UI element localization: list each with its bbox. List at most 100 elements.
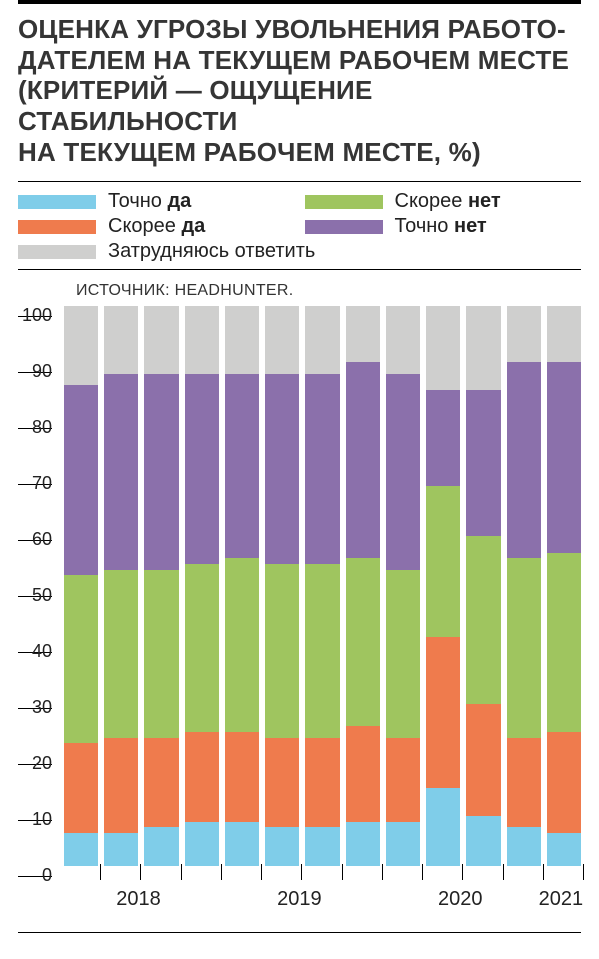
- legend-swatch: [305, 220, 383, 234]
- bar-segment-dont-know: [547, 306, 581, 362]
- bar-segment-dont-know: [185, 306, 219, 373]
- bar-segment-definitely-no: [185, 374, 219, 564]
- bar-segment-definitely-yes: [225, 822, 259, 867]
- bar-segment-definitely-no: [426, 390, 460, 485]
- bar-segment-rather-yes: [144, 738, 178, 828]
- bar-segment-definitely-no: [144, 374, 178, 570]
- bar-column: [305, 306, 339, 866]
- bar-segment-definitely-no: [265, 374, 299, 564]
- bar-segment-rather-yes: [507, 738, 541, 828]
- bar-segment-definitely-yes: [466, 816, 500, 866]
- y-tick: 20: [18, 743, 52, 765]
- bar-segment-rather-no: [305, 564, 339, 738]
- x-group-label: 2021: [539, 888, 584, 911]
- bar-segment-definitely-no: [386, 374, 420, 570]
- bar-segment-rather-no: [144, 570, 178, 738]
- bar-segment-definitely-no: [466, 390, 500, 536]
- bar-column: [225, 306, 259, 866]
- bar-segment-rather-no: [64, 575, 98, 743]
- stacked-bar: [466, 306, 500, 866]
- bar-column: [507, 306, 541, 866]
- bar-segment-dont-know: [386, 306, 420, 373]
- x-group-label: 2019: [277, 888, 322, 911]
- bar-segment-rather-yes: [386, 738, 420, 822]
- stacked-bar: [346, 306, 380, 866]
- stacked-bar: [507, 306, 541, 866]
- x-tick: [466, 866, 500, 884]
- legend-item: Затрудняюсь ответить: [18, 240, 581, 263]
- bar-segment-rather-yes: [265, 738, 299, 828]
- bar-segment-rather-no: [426, 486, 460, 637]
- y-tick: 50: [18, 575, 52, 597]
- bar-segment-definitely-yes: [346, 822, 380, 867]
- y-tick: 60: [18, 519, 52, 541]
- bar-segment-rather-no: [265, 564, 299, 738]
- bar-segment-rather-yes: [185, 732, 219, 822]
- bar-segment-dont-know: [104, 306, 138, 373]
- stacked-bar: [144, 306, 178, 866]
- bar-segment-definitely-no: [346, 362, 380, 558]
- bar-segment-rather-yes: [346, 726, 380, 821]
- top-rule: [18, 0, 581, 4]
- stacked-bar: [64, 306, 98, 866]
- bar-segment-dont-know: [426, 306, 460, 390]
- bar-segment-definitely-yes: [305, 827, 339, 866]
- source-label: ИСТОЧНИК: HEADHUNTER.: [76, 282, 581, 300]
- x-tick: [104, 866, 138, 884]
- legend-swatch: [18, 195, 96, 209]
- bar-segment-definitely-yes: [104, 833, 138, 867]
- x-tick: [507, 866, 541, 884]
- x-tick: [185, 866, 219, 884]
- legend-swatch: [18, 220, 96, 234]
- bar-segment-rather-no: [346, 558, 380, 726]
- stacked-bar: [426, 306, 460, 866]
- y-tick: 100: [18, 295, 52, 317]
- bar-column: [144, 306, 178, 866]
- x-group-label: 2020: [438, 888, 483, 911]
- bar-segment-rather-no: [225, 558, 259, 732]
- bar-segment-definitely-no: [305, 374, 339, 564]
- stacked-bar: [386, 306, 420, 866]
- bar-segment-rather-yes: [305, 738, 339, 828]
- bar-segment-rather-no: [547, 553, 581, 732]
- bar-column: [386, 306, 420, 866]
- stacked-bar: [547, 306, 581, 866]
- bar-segment-dont-know: [466, 306, 500, 390]
- x-tick: [265, 866, 299, 884]
- legend-item: Точно нет: [305, 215, 582, 238]
- stacked-bar: [225, 306, 259, 866]
- x-tick: [64, 866, 98, 884]
- bar-segment-rather-yes: [426, 637, 460, 788]
- bar-segment-definitely-yes: [547, 833, 581, 867]
- bar-column: [104, 306, 138, 866]
- x-tick: [225, 866, 259, 884]
- legend-item: Скорее нет: [305, 190, 582, 213]
- bar-segment-dont-know: [144, 306, 178, 373]
- y-tick: 90: [18, 351, 52, 373]
- bar-column: [346, 306, 380, 866]
- y-tick: 70: [18, 463, 52, 485]
- x-tick: [426, 866, 460, 884]
- bar-segment-dont-know: [305, 306, 339, 373]
- bar-column: [185, 306, 219, 866]
- legend-label: Точно да: [108, 190, 191, 213]
- bar-column: [265, 306, 299, 866]
- x-tick: [144, 866, 178, 884]
- bar-segment-dont-know: [64, 306, 98, 384]
- bar-segment-rather-no: [104, 570, 138, 738]
- bar-segment-definitely-no: [225, 374, 259, 559]
- bar-segment-rather-yes: [466, 704, 500, 816]
- legend-label: Скорее нет: [395, 190, 501, 213]
- y-tick: 80: [18, 407, 52, 429]
- legend-swatch: [18, 245, 96, 259]
- bottom-rule: [18, 932, 581, 933]
- stacked-bar: [185, 306, 219, 866]
- legend-label: Затрудняюсь ответить: [108, 240, 315, 263]
- bar-segment-dont-know: [346, 306, 380, 362]
- chart-title: ОЦЕНКА УГРОЗЫ УВОЛЬНЕНИЯ РАБОТО-ДАТЕЛЕМ …: [18, 14, 581, 167]
- legend: Точно даСкорее нетСкорее даТочно нетЗатр…: [18, 182, 581, 269]
- bar-segment-definitely-yes: [265, 827, 299, 866]
- stacked-bar: [104, 306, 138, 866]
- bar-column: [64, 306, 98, 866]
- bar-segment-dont-know: [265, 306, 299, 373]
